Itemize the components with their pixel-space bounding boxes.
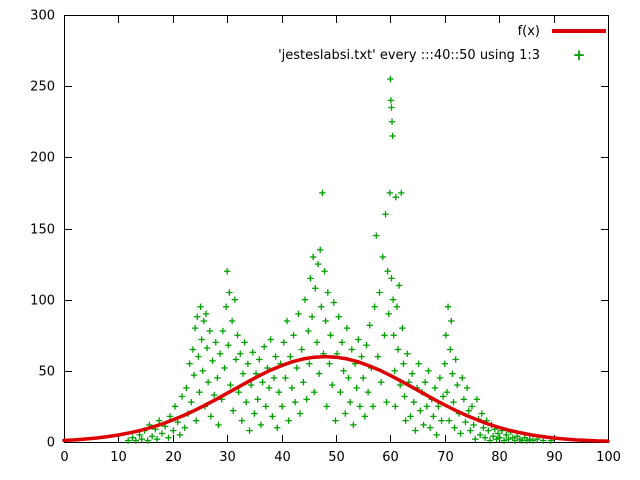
x-tick-label: 100 (596, 450, 621, 465)
x-tick-label: 10 (110, 450, 127, 465)
y-tick-label: 100 (30, 294, 55, 309)
y-tick-label: 300 (30, 9, 55, 24)
x-tick-label: 90 (546, 450, 563, 465)
x-tick-label: 40 (274, 450, 291, 465)
y-tick-label: 250 (30, 80, 55, 95)
axes-border (64, 15, 609, 443)
y-tick-label: 0 (47, 436, 55, 451)
x-tick-label: 20 (165, 450, 182, 465)
x-tick-label: 0 (60, 450, 68, 465)
x-tick-label: 50 (328, 450, 345, 465)
y-tick-label: 200 (30, 151, 55, 166)
x-tick-label: 30 (219, 450, 236, 465)
legend-item-data: 'jesteslabsi.txt' every :::40::50 using … (278, 45, 606, 65)
legend-plus-marker: + (572, 45, 586, 64)
legend-sample-fx (552, 29, 606, 33)
legend-sample-data: + (552, 45, 606, 64)
legend-label-data: 'jesteslabsi.txt' every :::40::50 using … (278, 47, 540, 63)
fx-curve (62, 354, 610, 443)
y-tick-label: 50 (38, 365, 55, 380)
legend-label-fx: f(x) (517, 23, 540, 39)
x-tick-label: 60 (382, 450, 399, 465)
legend: f(x) 'jesteslabsi.txt' every :::40::50 u… (278, 21, 606, 65)
tick-marks (64, 15, 609, 443)
legend-item-fx: f(x) (278, 21, 606, 41)
x-tick-label: 80 (491, 450, 508, 465)
scatter-points (124, 75, 555, 444)
tick-labels: 0 10 20 30 40 50 60 70 80 90 100 0 50 100 150 200 250 300 (30, 9, 621, 466)
y-tick-label: 150 (30, 223, 55, 238)
legend-line-sample (552, 29, 606, 33)
x-tick-label: 70 (437, 450, 454, 465)
